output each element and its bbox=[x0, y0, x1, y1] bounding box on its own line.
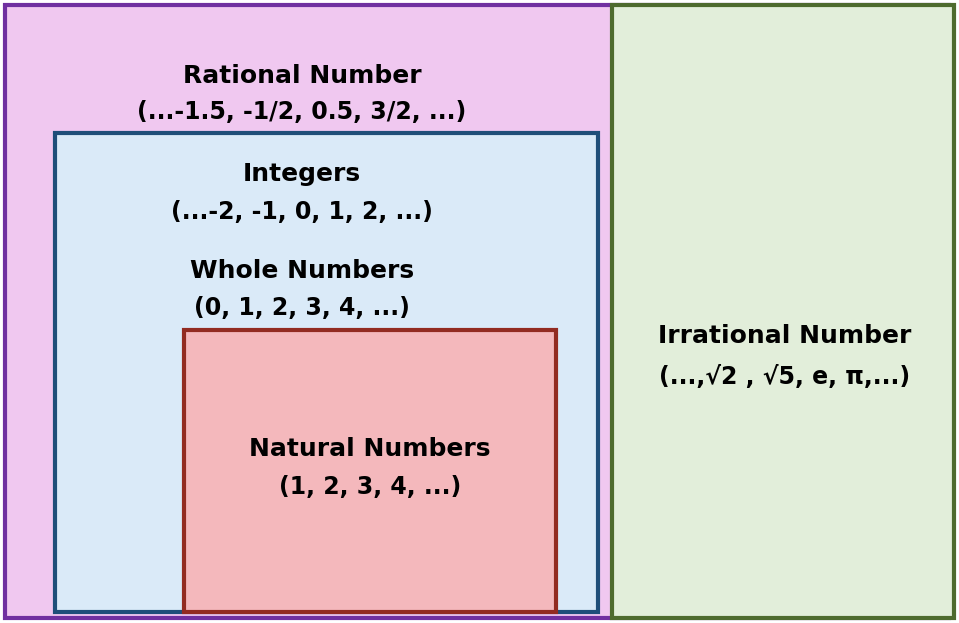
FancyBboxPatch shape bbox=[612, 5, 954, 618]
Text: (1, 2, 3, 4, ...): (1, 2, 3, 4, ...) bbox=[279, 475, 461, 499]
Text: Natural Numbers: Natural Numbers bbox=[249, 437, 491, 460]
Text: (...-2, -1, 0, 1, 2, ...): (...-2, -1, 0, 1, 2, ...) bbox=[171, 200, 433, 224]
Text: Whole Numbers: Whole Numbers bbox=[190, 259, 414, 283]
FancyBboxPatch shape bbox=[55, 133, 598, 612]
Text: (0, 1, 2, 3, 4, ...): (0, 1, 2, 3, 4, ...) bbox=[194, 297, 410, 320]
Text: Integers: Integers bbox=[243, 163, 362, 186]
FancyBboxPatch shape bbox=[184, 330, 556, 612]
Text: Rational Number: Rational Number bbox=[183, 64, 421, 88]
Text: Irrational Number: Irrational Number bbox=[658, 325, 911, 348]
Text: (...-1.5, -1/2, 0.5, 3/2, ...): (...-1.5, -1/2, 0.5, 3/2, ...) bbox=[137, 100, 467, 124]
FancyBboxPatch shape bbox=[5, 5, 949, 618]
Text: (...,√2 , √5, e, π,...): (...,√2 , √5, e, π,...) bbox=[659, 365, 910, 389]
